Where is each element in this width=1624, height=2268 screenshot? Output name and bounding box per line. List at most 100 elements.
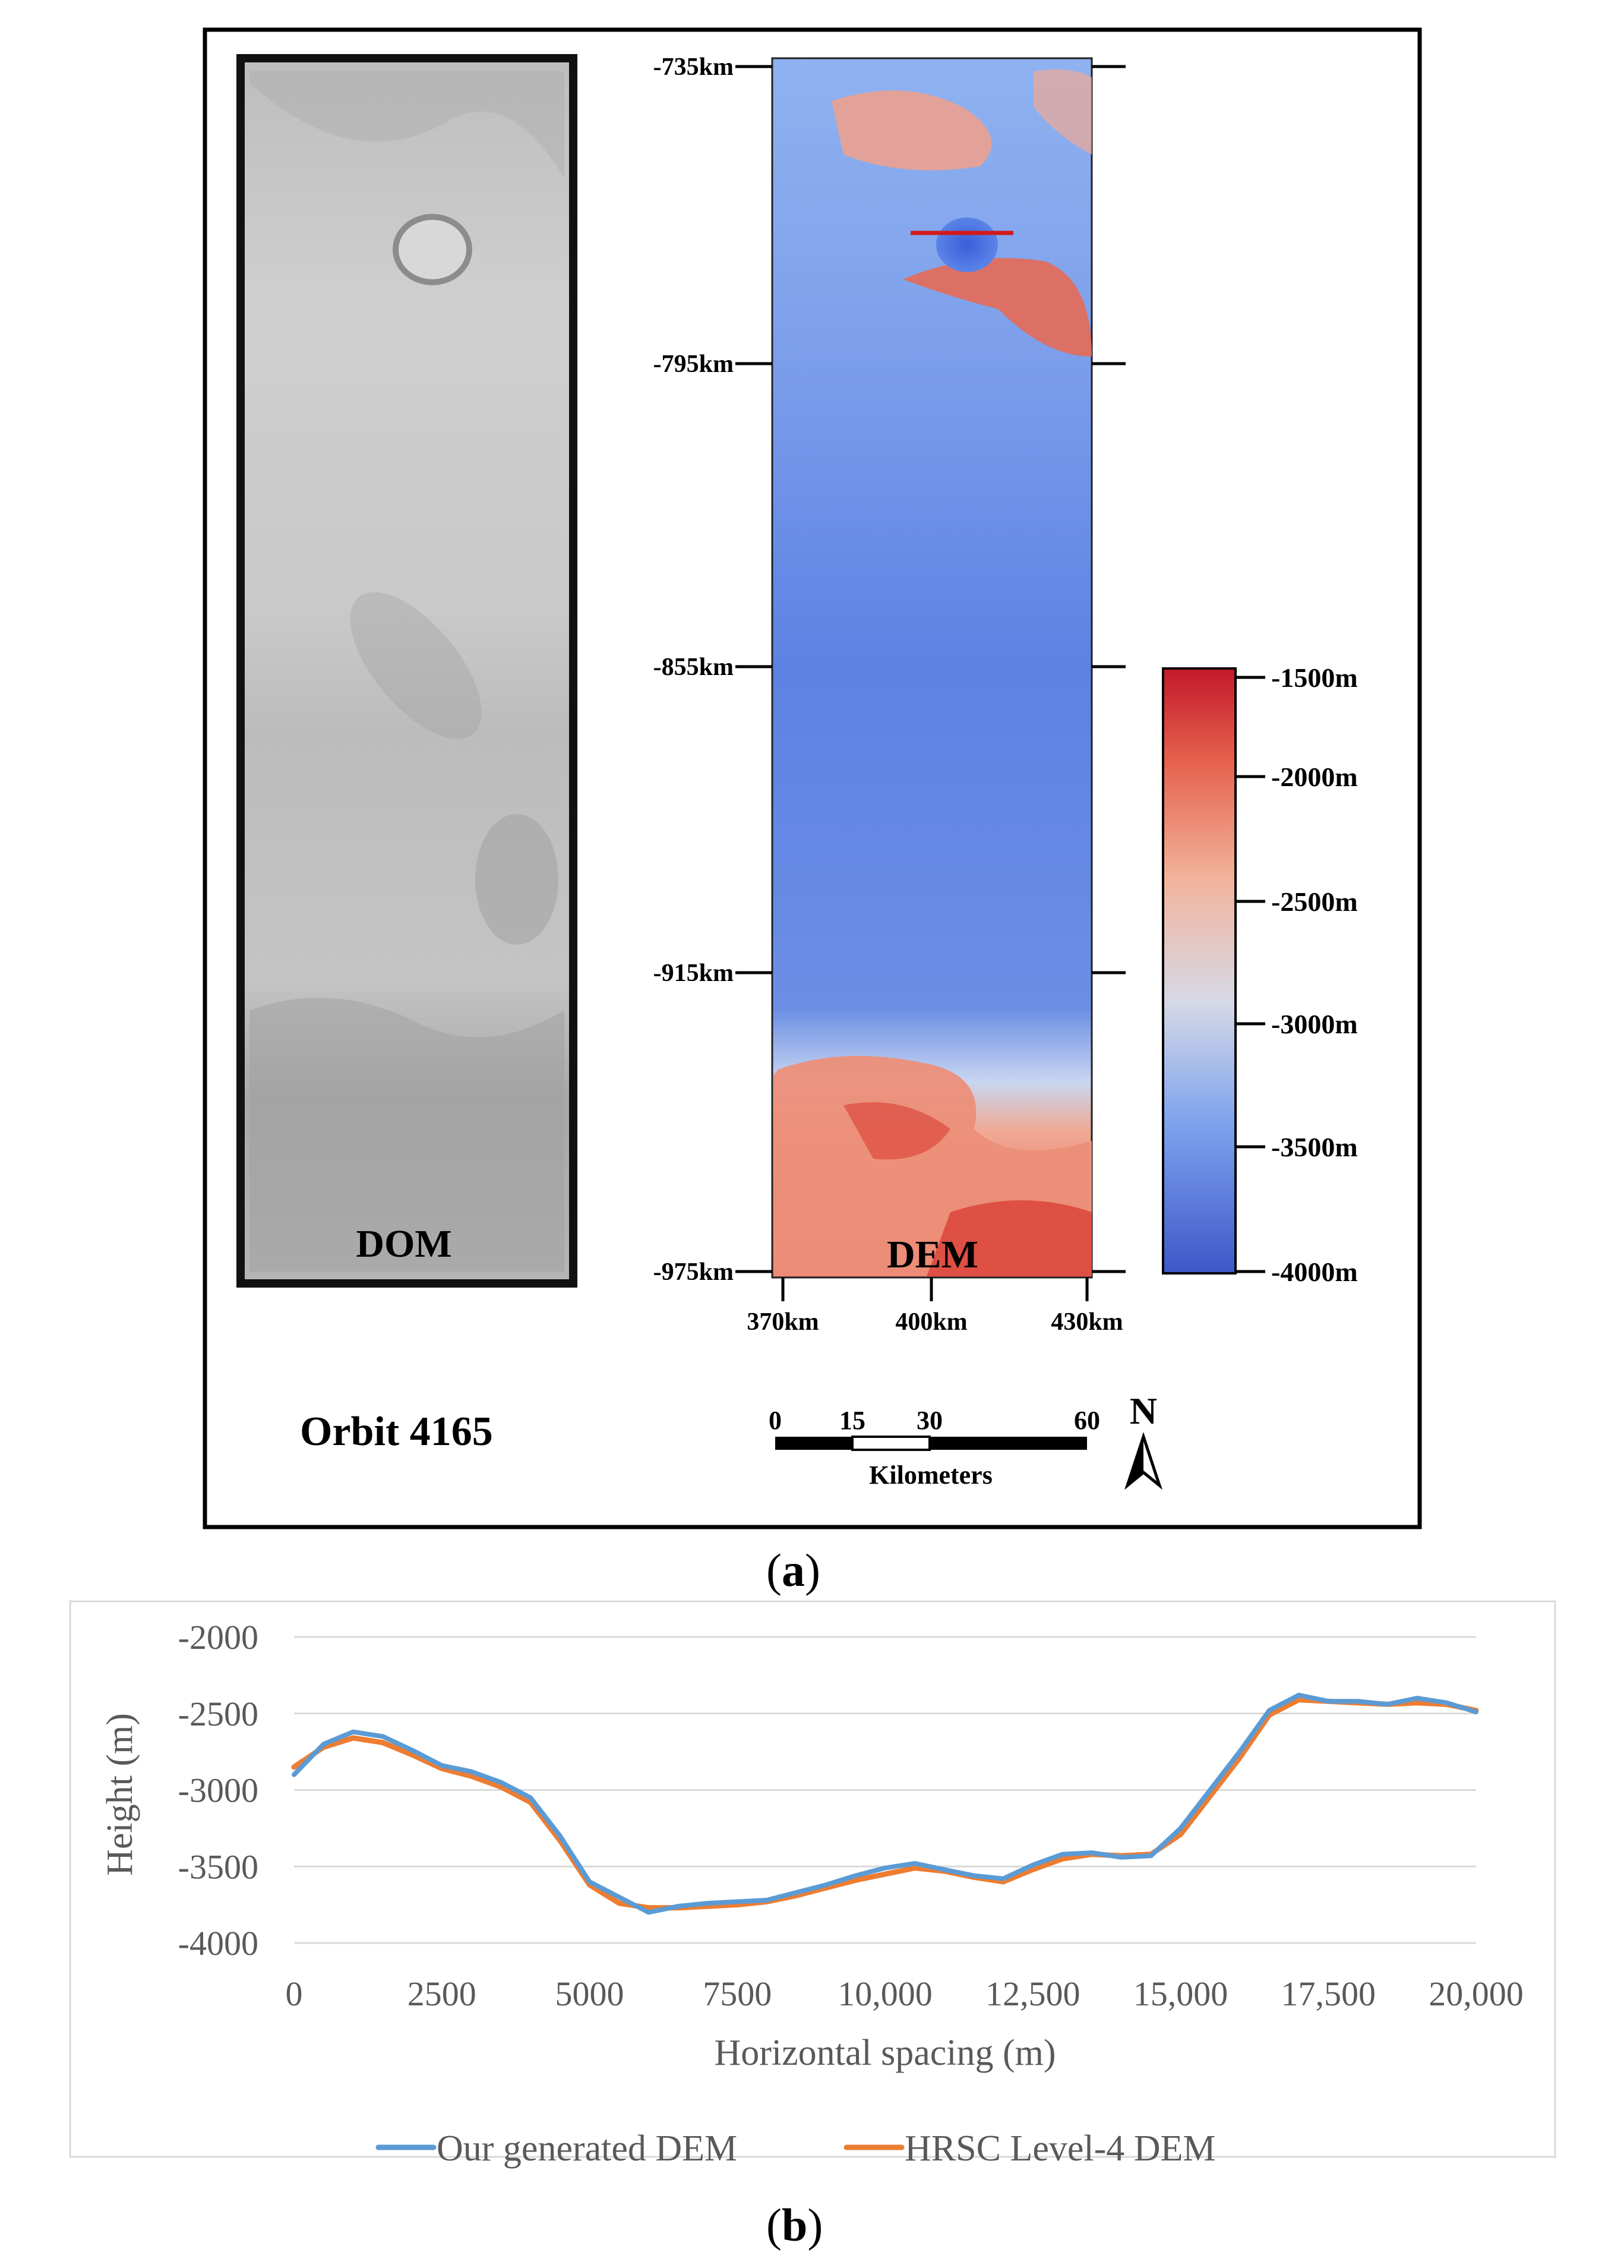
data-point: [1001, 1880, 1005, 1884]
caption-a: (a): [766, 1544, 820, 1597]
y-tick-label: -795km: [653, 351, 734, 378]
data-point: [469, 1769, 473, 1774]
series-line-our-generated-dem: [292, 1692, 1478, 1915]
legend-entry-series-1: Our generated DEM: [437, 2128, 737, 2169]
data-point: [765, 1900, 769, 1904]
y-tick-label: -3500: [178, 1847, 258, 1886]
data-point: [381, 1734, 385, 1739]
chart-y-ticks: -2000 -2500 -3000 -3500 -4000: [178, 1618, 258, 1963]
chart-series: [291, 1692, 1479, 1915]
data-point: [647, 1906, 650, 1910]
data-point: [1474, 1710, 1478, 1714]
data-point: [1356, 1699, 1360, 1704]
data-point: [676, 1904, 680, 1909]
data-point: [381, 1740, 385, 1745]
data-point: [794, 1894, 798, 1898]
data-point: [558, 1838, 562, 1843]
data-point: [1120, 1854, 1123, 1858]
data-point: [351, 1736, 355, 1740]
data-point: [1297, 1693, 1301, 1697]
data-point: [1149, 1854, 1153, 1858]
data-point: [1415, 1696, 1419, 1700]
data-point: [292, 1772, 296, 1777]
scale-tick-label: 0: [769, 1406, 782, 1435]
caption-letter: b: [781, 2199, 808, 2251]
data-point: [1326, 1699, 1331, 1704]
data-point: [972, 1875, 976, 1879]
x-tick-label: 20,000: [1429, 1974, 1524, 2013]
caption-paren: ): [807, 2199, 823, 2251]
data-point: [824, 1886, 828, 1890]
data-point: [1208, 1788, 1212, 1792]
dom-image: [236, 54, 577, 1288]
data-point: [1415, 1701, 1419, 1705]
data-point: [351, 1730, 355, 1734]
data-point: [972, 1873, 976, 1878]
caption-paren: (: [766, 2199, 782, 2251]
y-tick-label: -2500: [178, 1695, 258, 1733]
x-tick-label: 370km: [747, 1308, 819, 1336]
x-tick-label: 15,000: [1133, 1974, 1228, 2013]
north-arrow-icon: N: [1124, 1390, 1163, 1490]
scale-tick-label: 15: [839, 1406, 865, 1435]
y-tick-label: -855km: [653, 654, 734, 681]
data-point: [824, 1883, 828, 1887]
data-point: [1031, 1863, 1035, 1867]
x-tick-label: 0: [286, 1974, 303, 2013]
x-tick-label: 5000: [555, 1974, 624, 2013]
data-point: [854, 1878, 858, 1882]
data-point: [1385, 1702, 1389, 1706]
legend: Our generated DEM HRSC Level-4 DEM: [375, 2128, 1216, 2169]
colorbar-label: -2000m: [1271, 762, 1358, 792]
data-point: [1208, 1794, 1212, 1798]
data-point: [1178, 1826, 1183, 1830]
colorbar-label: -3500m: [1271, 1132, 1358, 1162]
chart-grid: [294, 1636, 1476, 1944]
x-tick-label: 430km: [1051, 1308, 1123, 1336]
data-point: [410, 1753, 414, 1757]
chart-area: [69, 1600, 1556, 2158]
dem-y-axis: -735km -795km -855km -915km -975km: [653, 53, 1126, 1286]
colorbar-label: -2500m: [1271, 887, 1358, 917]
data-point: [942, 1868, 946, 1872]
data-point: [617, 1895, 621, 1899]
data-point: [1001, 1876, 1005, 1881]
data-point: [1445, 1702, 1449, 1706]
series-line-hrsc-level-4-dem: [291, 1697, 1479, 1911]
data-point: [1090, 1851, 1094, 1855]
y-tick-label: -975km: [653, 1258, 734, 1286]
data-point: [735, 1903, 740, 1907]
data-point: [647, 1910, 650, 1914]
y-tick-label: -735km: [653, 53, 734, 81]
scale-tick-label: 60: [1074, 1406, 1100, 1435]
colorbar-label: -1500m: [1271, 663, 1358, 693]
data-point: [469, 1774, 473, 1778]
data-point: [912, 1866, 917, 1870]
x-tick-label: 7500: [703, 1974, 772, 2013]
y-axis-label: Height (m): [100, 1713, 140, 1876]
dom-label: DOM: [356, 1222, 451, 1266]
y-tick-label: -4000: [178, 1924, 258, 1963]
data-point: [321, 1742, 326, 1746]
x-tick-label: 12,500: [985, 1974, 1080, 2013]
data-point: [794, 1891, 798, 1895]
dem-image: [771, 57, 1093, 1279]
data-point: [854, 1873, 858, 1878]
x-tick-label: 2500: [407, 1974, 476, 2013]
y-tick-label: -3000: [178, 1771, 258, 1810]
north-label: N: [1130, 1390, 1157, 1432]
x-axis-label: Horizontal spacing (m): [714, 2033, 1056, 2073]
data-point: [1385, 1702, 1389, 1706]
scale-bar: 0 15 30 60 Kilometers: [769, 1406, 1100, 1490]
data-point: [440, 1764, 444, 1768]
data-point: [735, 1900, 740, 1904]
caption-paren: (: [766, 1544, 782, 1596]
x-tick-label: 400km: [895, 1308, 967, 1336]
caption-letter: a: [781, 1544, 805, 1596]
data-point: [1267, 1713, 1271, 1717]
data-point: [617, 1901, 621, 1906]
x-tick-label: 10,000: [838, 1974, 933, 2013]
data-point: [1090, 1852, 1094, 1856]
dem-label: DEM: [887, 1233, 978, 1276]
data-point: [1031, 1868, 1035, 1872]
